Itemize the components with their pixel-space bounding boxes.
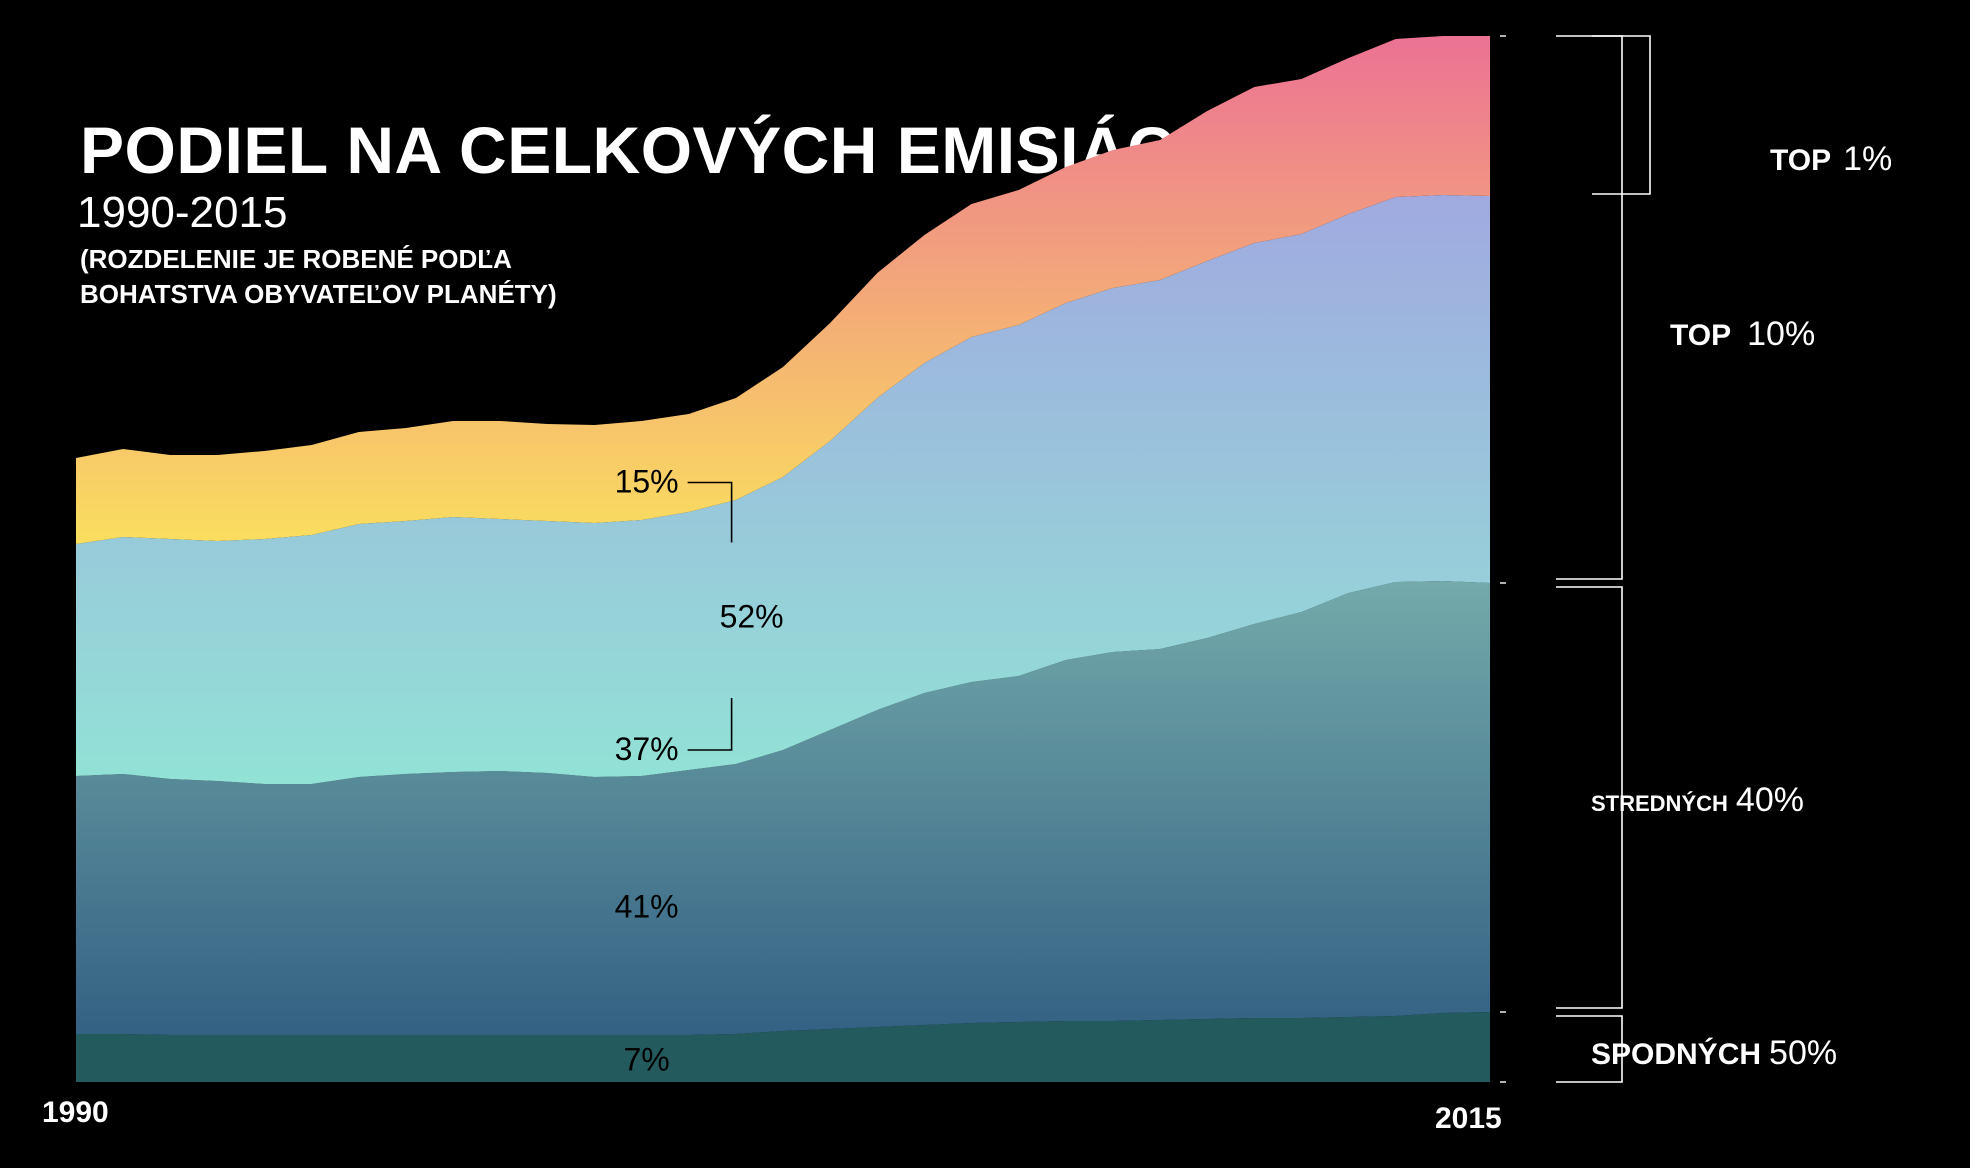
series-area (76, 195, 1490, 784)
legend-group-name: SPODNÝCH (1591, 1037, 1761, 1071)
legend-group-name: STREDNÝCH (1591, 791, 1728, 816)
series-share-label: 15% (615, 464, 679, 500)
annotation-bracket (687, 481, 733, 543)
legend-bracket (1556, 1015, 1623, 1083)
legend-label: TOP 1% (1770, 140, 1892, 178)
data-labels: 7% 41% 37% 15% 52% (615, 464, 784, 1078)
chart-title: PODIEL NA CELKOVÝCH EMISIÁCH (80, 113, 1224, 187)
legend-bracket (1556, 586, 1623, 1009)
chart-note-line: BOHATSTVA OBYVATEĽOV PLANÉTY) (80, 279, 557, 309)
legend-label: TOP 10% (1670, 315, 1815, 353)
x-axis-start-label: 1990 (42, 1096, 109, 1129)
series-share-label: 7% (623, 1042, 669, 1078)
legend-label: SPODNÝCH 50% (1591, 1034, 1837, 1072)
series-area (76, 36, 1490, 544)
legend-group-name: TOP (1670, 319, 1731, 352)
legend-group-pct: 40% (1736, 781, 1804, 819)
legend-bracket (1556, 35, 1623, 580)
legend-bracket (1592, 35, 1651, 195)
series-area (76, 581, 1490, 1035)
chart-subtitle: 1990-2015 (77, 188, 288, 237)
legend-group-pct: 1% (1843, 140, 1892, 178)
annotation-label: 52% (720, 598, 784, 634)
legend-label: STREDNÝCH 40% (1591, 781, 1804, 819)
x-axis: 1990 2015 (42, 1096, 1502, 1135)
chart-note: (ROZDELENIE JE ROBENÉ PODĽA BOHATSTVA OB… (80, 242, 557, 312)
series-share-label: 37% (615, 731, 679, 767)
annotation-bracket (687, 698, 733, 751)
series-share-label: 41% (615, 889, 679, 925)
legend-group-pct: 10% (1747, 315, 1815, 353)
legend-group-name: TOP (1770, 144, 1831, 177)
legend: TOP 1% TOP 10% STREDNÝCH 40% SPODNÝCH 50% (1500, 35, 1892, 1083)
chart-note-line: (ROZDELENIE JE ROBENÉ PODĽA (80, 244, 512, 274)
x-axis-end-label: 2015 (1435, 1102, 1502, 1135)
series-area (76, 1012, 1490, 1082)
series-areas (76, 36, 1490, 1082)
legend-group-pct: 50% (1769, 1034, 1837, 1072)
